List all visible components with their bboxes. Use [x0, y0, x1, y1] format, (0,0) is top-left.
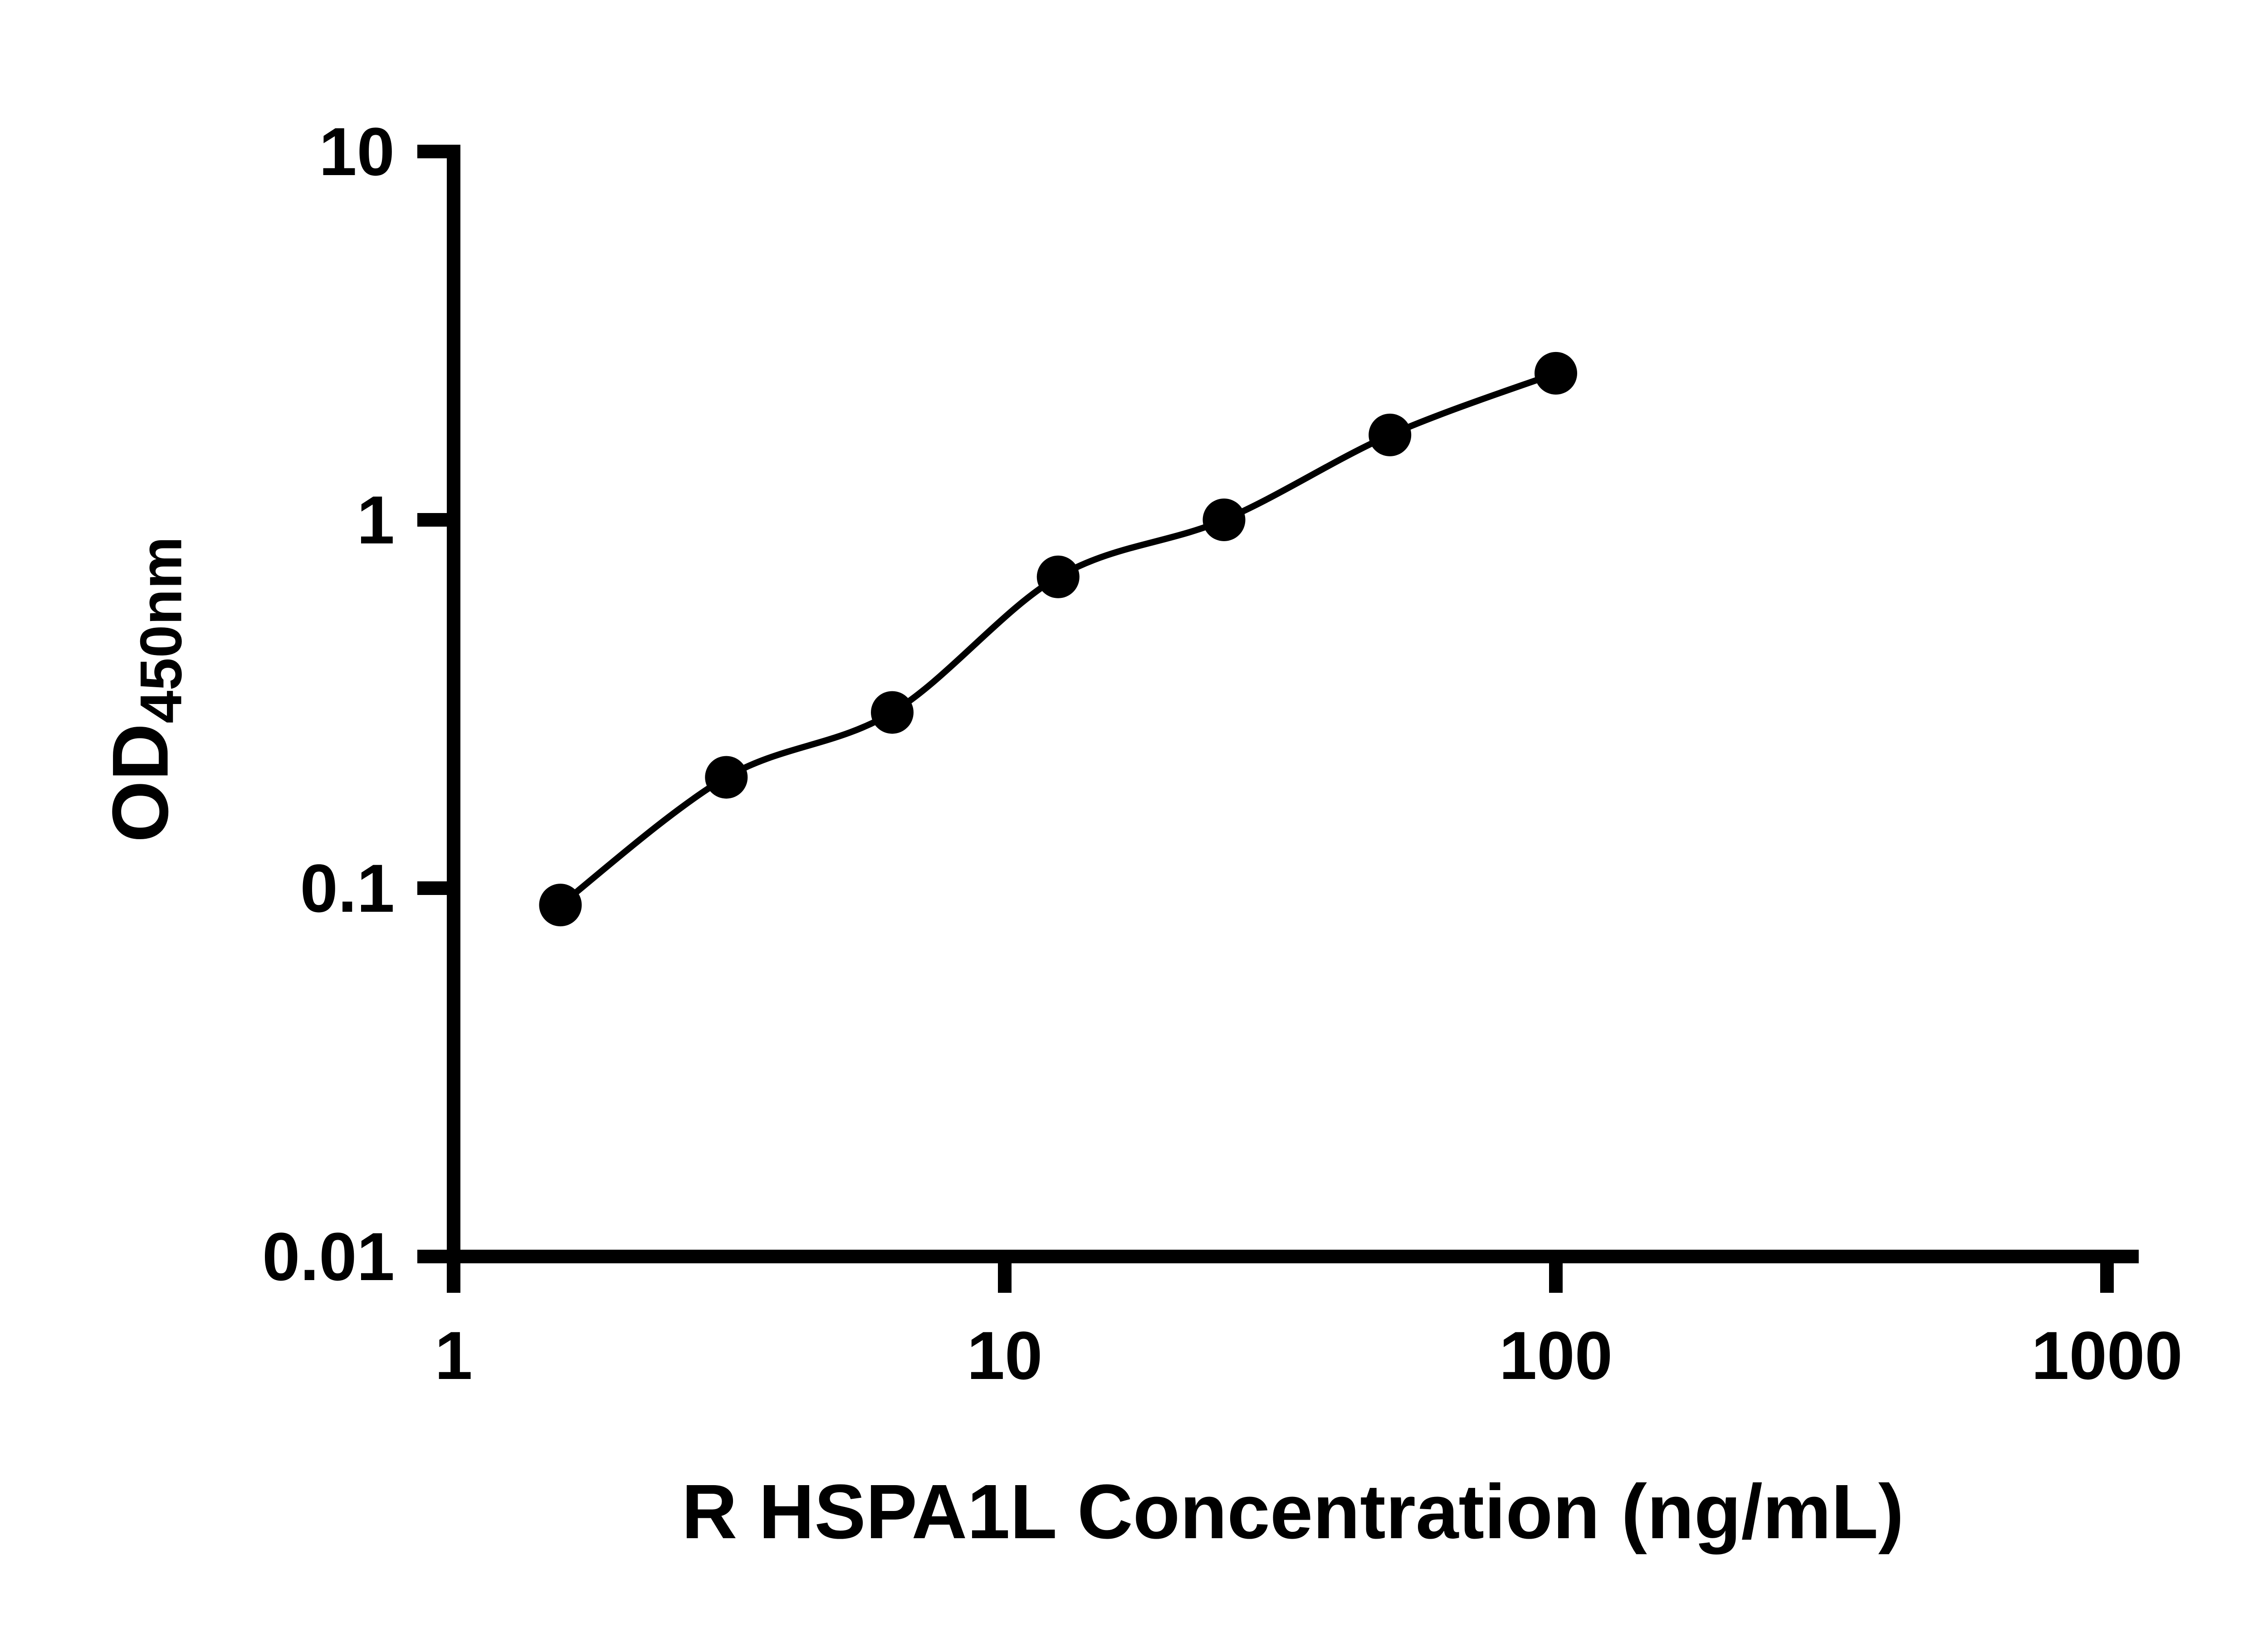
y-tick-label: 1	[357, 482, 395, 558]
x-axis-title: R HSPA1L Concentration (ng/mL)	[681, 1469, 1904, 1555]
data-point	[870, 691, 914, 734]
y-axis-title-main: OD	[96, 723, 185, 843]
x-tick-label: 1000	[2031, 1317, 2183, 1393]
data-point	[1036, 555, 1080, 598]
x-tick-label: 1	[435, 1317, 472, 1393]
x-tick-label: 100	[1499, 1317, 1613, 1393]
data-point	[539, 884, 582, 927]
data-point	[1369, 413, 1412, 456]
y-axis-title-subscript: 450nm	[127, 536, 194, 724]
y-axis-title: OD450nm	[97, 537, 194, 842]
x-tick-label: 10	[967, 1317, 1043, 1393]
data-point	[1202, 499, 1246, 541]
y-tick-label: 0.1	[300, 850, 395, 926]
data-point	[1535, 352, 1577, 395]
y-tick-label: 0.01	[262, 1218, 395, 1295]
fit-curve	[558, 370, 1557, 908]
y-tick-label: 10	[319, 113, 395, 190]
data-point	[705, 756, 748, 799]
